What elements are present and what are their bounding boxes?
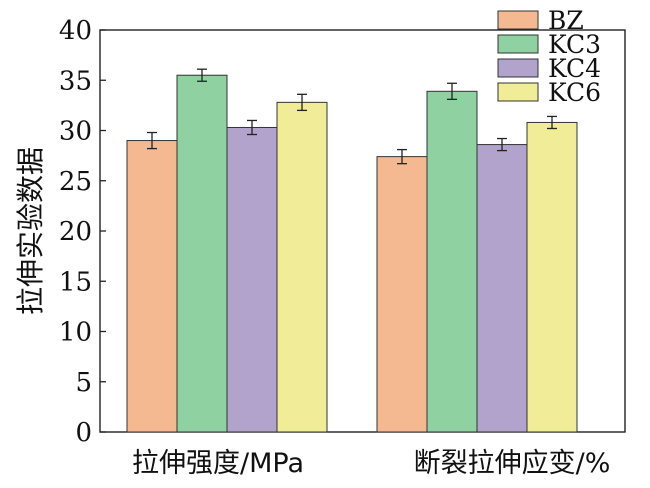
error-bar-bz-0 [147,131,157,150]
legend-label-kc4: KC4 [548,54,601,83]
error-bar-kc3-1 [447,82,457,100]
legend-item-bz: BZ [497,6,584,35]
y-tick-label-1: 5 [75,368,92,398]
error-bar-kc6-1 [547,115,557,130]
legend-swatch-kc6 [497,82,539,102]
error-bar-kc4-1 [497,137,507,152]
y-tick-label-7: 35 [59,66,92,96]
x-category-label-0: 拉伸强度/MPa [132,448,304,479]
bar-kc4-1 [476,144,528,433]
bar-kc6-0 [276,101,328,433]
legend-item-kc6: KC6 [497,78,601,107]
x-category-label-1: 断裂拉伸应变/% [414,448,611,479]
bar-bz-0 [126,140,178,433]
y-tick-label-8: 40 [59,16,92,46]
y-axis-ticks: 0 5 10 15 20 25 30 35 40 [59,16,106,448]
y-tick-label-0: 0 [75,418,92,448]
legend-swatch-kc4 [497,58,539,78]
legend-label-kc3: KC3 [548,30,601,59]
legend-item-kc3: KC3 [497,30,601,59]
legend-swatch-bz [497,10,539,30]
legend-swatch-kc3 [497,34,539,54]
y-axis-title: 拉伸实验数据 [14,147,47,315]
bar-bz-1 [376,156,428,433]
legend-item-kc4: KC4 [497,54,601,83]
bar-kc3-1 [426,90,478,433]
bar-kc4-0 [226,126,278,433]
y-tick-label-6: 30 [59,117,92,147]
error-bar-kc6-0 [297,93,307,112]
y-tick-label-2: 10 [59,318,92,348]
error-bar-kc3-0 [197,68,207,82]
y-tick-label-5: 25 [59,167,92,197]
legend-label-kc6: KC6 [548,78,601,107]
x-axis-categories: 拉伸强度/MPa 断裂拉伸应变/% [132,448,610,479]
bar-kc3-0 [176,74,228,433]
error-bar-bz-1 [397,148,407,165]
y-tick-label-3: 15 [59,267,92,297]
y-tick-label-4: 20 [59,217,92,247]
bar-kc6-1 [526,121,578,433]
legend-label-bz: BZ [548,6,584,35]
bars-group [126,68,578,433]
error-bar-kc4-0 [247,119,257,136]
